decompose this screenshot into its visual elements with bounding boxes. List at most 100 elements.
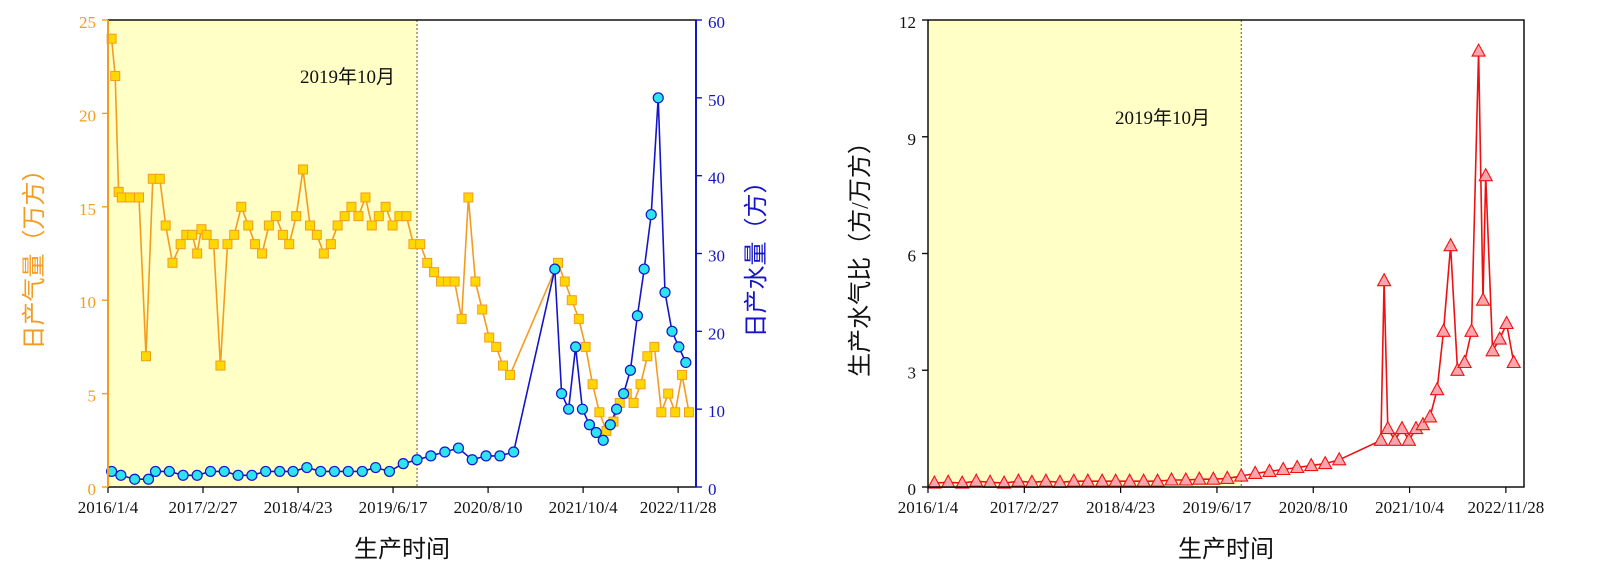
- gas-point: [415, 239, 426, 250]
- gas-point: [360, 192, 371, 203]
- gas-point: [339, 211, 350, 222]
- x-tick-label: 2018/4/23: [1086, 498, 1155, 517]
- gas-point: [229, 229, 240, 240]
- gas-point: [656, 407, 667, 418]
- gas-point: [642, 351, 653, 362]
- gas-point: [133, 192, 144, 203]
- ratio-point: [1303, 457, 1319, 472]
- x-tick-label: 2019/6/17: [1182, 498, 1251, 517]
- right-y-axis-ticks: 0 10 20 30 40 50 60: [696, 13, 725, 499]
- gas-point: [243, 220, 254, 231]
- gas-point: [422, 257, 433, 268]
- ratio-point: [1478, 167, 1494, 182]
- ratio-point: [1178, 471, 1194, 486]
- y-tick-label: 10: [708, 402, 725, 421]
- gas-point: [366, 220, 377, 231]
- gas-point: [270, 211, 281, 222]
- ratio-point: [1136, 473, 1152, 487]
- ratio-series-markers: [926, 42, 1522, 489]
- gas-point: [208, 239, 219, 250]
- ratio-point: [1247, 465, 1263, 479]
- gas-point: [649, 341, 660, 352]
- water-point: [425, 450, 437, 462]
- gas-point: [373, 211, 384, 222]
- x-axis-title: 生产时间: [1178, 536, 1274, 563]
- y-tick-label: 0: [908, 480, 917, 499]
- gas-point: [566, 295, 577, 306]
- gas-point: [449, 276, 460, 287]
- gas-point: [124, 192, 135, 203]
- gas-point: [175, 239, 186, 250]
- ratio-point: [1457, 354, 1473, 369]
- water-point: [466, 454, 478, 466]
- gas-point: [470, 276, 481, 287]
- gas-series-markers: [106, 33, 694, 436]
- gas-point: [192, 248, 203, 259]
- gas-point: [187, 229, 198, 240]
- water-point: [576, 403, 589, 415]
- water-point: [583, 419, 596, 431]
- gas-point: [491, 341, 502, 352]
- ratio-point: [1289, 459, 1305, 474]
- gas-point: [401, 211, 412, 222]
- water-point: [218, 465, 230, 478]
- ratio-point: [1191, 471, 1207, 485]
- water-point: [659, 286, 671, 299]
- gas-point: [332, 220, 343, 231]
- y-tick-label: 0: [708, 480, 717, 499]
- ratio-point: [1415, 416, 1431, 431]
- gas-point: [498, 360, 509, 371]
- gas-point: [250, 239, 261, 250]
- gas-point: [311, 229, 322, 240]
- gas-point: [167, 257, 178, 268]
- ratio-point: [1394, 420, 1410, 435]
- water-point: [411, 454, 423, 466]
- water-point: [177, 469, 189, 481]
- gas-point: [291, 211, 302, 222]
- water-point: [604, 419, 616, 431]
- gas-point: [670, 407, 681, 418]
- x-tick-label: 2020/8/10: [1279, 498, 1348, 517]
- ratio-point: [1331, 451, 1347, 466]
- gas-point: [298, 164, 309, 175]
- water-point: [645, 208, 657, 221]
- water-point: [106, 465, 118, 478]
- water-point: [356, 465, 368, 478]
- water-point: [556, 388, 568, 400]
- gas-point: [257, 248, 268, 259]
- water-point: [129, 473, 141, 485]
- gas-point: [277, 229, 288, 240]
- ratio-point: [954, 474, 970, 489]
- gas-point: [215, 360, 226, 371]
- gas-point: [201, 229, 212, 240]
- water-point: [204, 465, 217, 478]
- ratio-point: [1443, 237, 1459, 252]
- gas-point: [284, 239, 295, 250]
- gas-point: [236, 201, 247, 212]
- y-tick-label: 20: [708, 324, 725, 343]
- ratio-point: [1436, 323, 1451, 337]
- water-point: [342, 465, 354, 478]
- ratio-point: [1233, 467, 1249, 482]
- ratio-point: [1475, 292, 1491, 306]
- x-tick-label: 2017/2/27: [169, 498, 238, 517]
- y-tick-label: 50: [708, 91, 725, 110]
- water-point: [563, 403, 575, 415]
- gas-point: [663, 388, 674, 399]
- annotation-label: 2019年10月: [300, 66, 395, 88]
- x-axis-ticks: 2016/1/4 2017/2/27 2018/4/23 2019/6/17 2020/…: [78, 487, 717, 517]
- y-tick-label: 15: [79, 200, 96, 219]
- water-point: [274, 465, 286, 478]
- y-axis-title: 生产水气比（方/万方）: [847, 130, 874, 377]
- gas-point: [676, 369, 687, 380]
- x-tick-label: 2016/1/4: [898, 498, 959, 517]
- gas-point: [559, 276, 570, 287]
- water-point: [397, 458, 409, 470]
- water-point: [439, 446, 451, 458]
- gas-point: [196, 224, 207, 235]
- x-tick-label: 2021/10/4: [549, 498, 618, 517]
- ratio-point: [1275, 461, 1291, 476]
- water-point: [232, 469, 244, 481]
- ratio-point: [1066, 473, 1082, 487]
- gas-point: [484, 332, 495, 343]
